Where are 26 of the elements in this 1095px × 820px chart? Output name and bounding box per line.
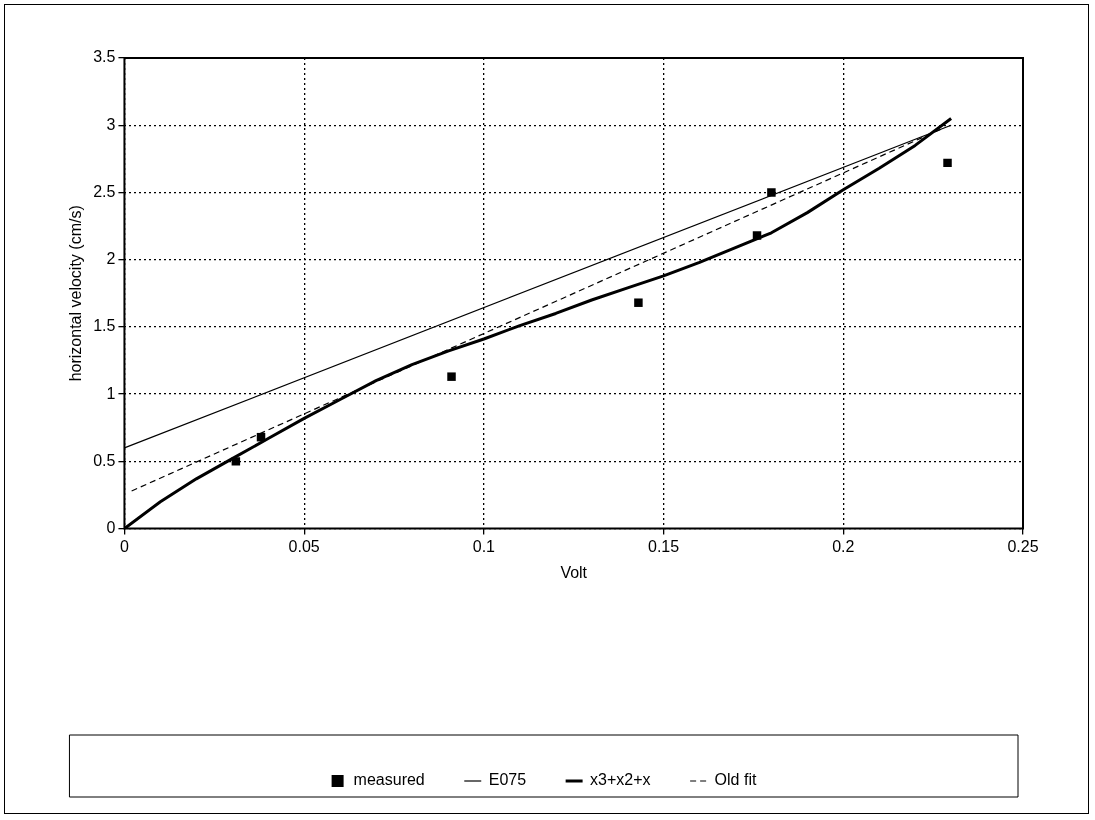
- legend-label: E075: [488, 771, 527, 789]
- x-tick-label: 0.15: [648, 537, 680, 555]
- legend-label: x3+x2+x: [590, 771, 651, 789]
- point: [231, 457, 241, 466]
- x-tick-label: 0: [119, 537, 129, 555]
- y-axis-title: horizontal velocity (cm/s): [67, 205, 85, 382]
- x-tick-label: 0.25: [1007, 537, 1039, 555]
- y-tick-label: 3.5: [93, 48, 116, 66]
- point: [447, 372, 456, 381]
- x-axis-title: Volt: [560, 563, 588, 581]
- point: [752, 231, 762, 240]
- y-tick-label: 0.5: [93, 451, 116, 469]
- point: [634, 298, 643, 307]
- x-tick-label: 0.05: [288, 537, 320, 555]
- point: [943, 158, 952, 168]
- legend-label: measured: [353, 771, 425, 789]
- x-tick-label: 0.1: [472, 537, 496, 555]
- y-tick-label: 1.5: [93, 317, 116, 335]
- y-tick-label: 2.5: [93, 182, 116, 200]
- y-tick-label: 3: [106, 115, 116, 133]
- y-tick-label: 0: [106, 519, 116, 537]
- y-tick-label: 1: [106, 384, 116, 402]
- x-tick-label: 0.2: [832, 537, 855, 555]
- y-tick-label: 2: [106, 250, 116, 268]
- legend-label: Old fit: [714, 771, 757, 789]
- point: [767, 188, 776, 197]
